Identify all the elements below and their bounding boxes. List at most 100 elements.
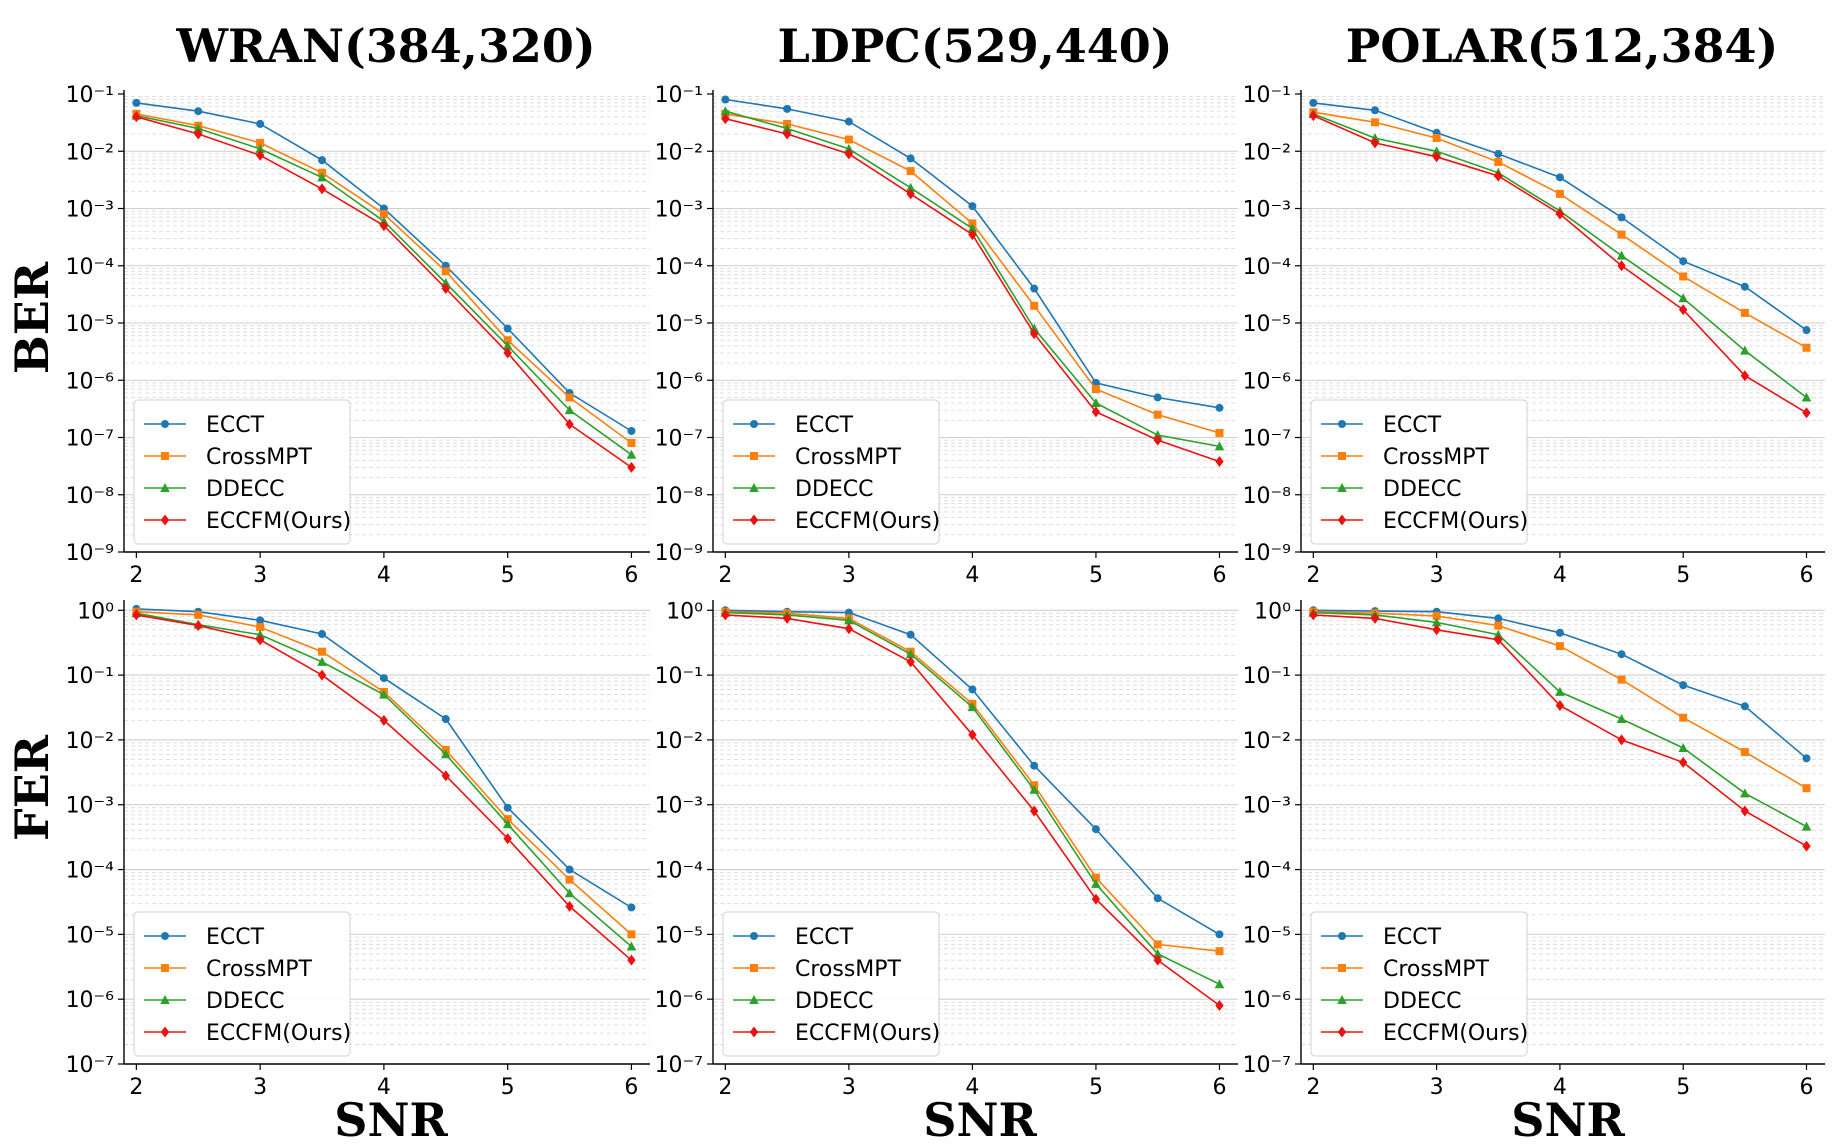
y-tick-label: 10⁻²	[1243, 729, 1291, 754]
y-tick-label: 10⁻⁶	[655, 988, 704, 1013]
data-point	[565, 900, 574, 912]
x-tick-label: 4	[377, 563, 391, 588]
x-tick-label: 2	[718, 1075, 732, 1100]
data-point	[317, 183, 327, 195]
data-point	[906, 167, 915, 176]
data-point	[441, 283, 450, 295]
series-line	[136, 614, 632, 961]
data-point	[1617, 675, 1626, 684]
series-ecct	[721, 606, 1224, 939]
data-point	[255, 634, 265, 646]
data-point	[905, 182, 916, 192]
panel-wran-fer: 10⁻⁷ 10⁻⁶ 10⁻⁵ 10⁻⁴ 10⁻³ 10⁻² 10⁻¹ 10⁰ 2 3 4 5 6 ECCT…	[66, 599, 650, 1100]
legend-label: ECCFM(Ours)	[206, 1021, 351, 1046]
data-point	[1431, 617, 1442, 627]
data-point	[906, 656, 915, 668]
data-point	[782, 612, 792, 624]
y-tick-label: 10⁰	[1254, 599, 1291, 624]
y-tick-label: 10⁻⁵	[655, 312, 703, 337]
y-tick-label: 10⁻⁴	[66, 859, 115, 884]
data-point	[379, 220, 389, 232]
data-point	[1370, 118, 1379, 127]
data-point	[1370, 612, 1380, 624]
data-point	[1215, 930, 1224, 939]
y-tick-label: 10⁻⁶	[655, 369, 704, 394]
y-tick-label: 10⁻⁸	[66, 484, 115, 509]
data-point	[441, 715, 450, 724]
data-point	[1153, 954, 1162, 966]
legend-label: ECCT	[795, 925, 854, 950]
legend-label: CrossMPT	[795, 957, 902, 982]
data-point	[503, 336, 512, 345]
data-point	[1091, 378, 1100, 387]
data-point	[968, 202, 977, 211]
data-point	[1152, 948, 1163, 958]
row-label-fer: FER	[5, 734, 59, 841]
series-eccfm-ours	[1309, 609, 1811, 852]
legend-label: CrossMPT	[1383, 445, 1490, 470]
data-point	[132, 98, 141, 107]
data-point	[503, 803, 512, 812]
data-point	[1029, 328, 1039, 340]
data-point	[1616, 250, 1627, 260]
x-tick-label: 6	[1800, 563, 1814, 588]
y-tick-label: 10⁻³	[66, 794, 114, 819]
y-tick-label: 10⁻¹	[1243, 83, 1291, 108]
series-ecct	[132, 98, 636, 435]
data-point	[1091, 406, 1101, 418]
data-point	[1091, 385, 1100, 394]
data-point	[967, 702, 978, 712]
x-tick-label: 4	[1553, 1075, 1567, 1100]
data-point	[1494, 157, 1503, 166]
y-tick-label: 10⁻²	[66, 729, 114, 754]
data-point	[503, 324, 512, 333]
data-point	[906, 188, 915, 200]
data-point	[1617, 260, 1626, 272]
data-point	[1740, 788, 1750, 798]
data-point	[194, 107, 203, 116]
data-point	[627, 461, 636, 473]
series-line	[725, 113, 1220, 434]
data-point	[1215, 456, 1224, 468]
row-label-ber: BER	[5, 261, 59, 374]
legend-marker	[1338, 964, 1346, 972]
data-point	[1494, 621, 1503, 630]
data-point	[1029, 805, 1039, 817]
data-point	[1030, 761, 1039, 770]
series-eccfm-ours	[132, 111, 636, 473]
data-point	[564, 405, 575, 415]
data-point	[440, 749, 451, 759]
data-point	[627, 439, 636, 448]
data-point	[1740, 282, 1749, 291]
data-point	[503, 347, 512, 359]
data-point	[255, 149, 265, 161]
data-point	[379, 210, 388, 219]
legend-label: CrossMPT	[206, 957, 313, 982]
data-point	[967, 223, 978, 233]
y-tick-label: 10⁻¹	[66, 83, 114, 108]
data-point	[1679, 272, 1688, 281]
series-line	[136, 610, 632, 935]
legend-label: ECCT	[1383, 413, 1442, 438]
data-point	[565, 418, 574, 430]
y-tick-label: 10⁻⁶	[1243, 988, 1292, 1013]
data-point	[906, 630, 915, 639]
data-point	[1493, 629, 1504, 639]
legend-marker	[750, 964, 758, 972]
x-tick-label: 3	[842, 1075, 856, 1100]
legend-label: CrossMPT	[206, 445, 313, 470]
legend-marker	[750, 452, 758, 460]
y-tick-label: 10⁻⁸	[1243, 484, 1292, 509]
y-tick-label: 10⁻⁵	[655, 923, 703, 948]
series-line	[725, 609, 1220, 936]
x-tick-label: 2	[1306, 563, 1320, 588]
data-point	[1678, 293, 1689, 303]
y-tick-label: 10⁻²	[66, 140, 114, 165]
series-ecct	[721, 95, 1224, 412]
data-point	[1802, 754, 1811, 763]
y-tick-label: 10⁻⁹	[1243, 541, 1291, 566]
legend-marker	[161, 452, 169, 460]
y-tick-label: 10⁻²	[655, 729, 703, 754]
y-tick-label: 10⁻²	[1243, 140, 1291, 165]
x-tick-label: 4	[965, 1075, 979, 1100]
